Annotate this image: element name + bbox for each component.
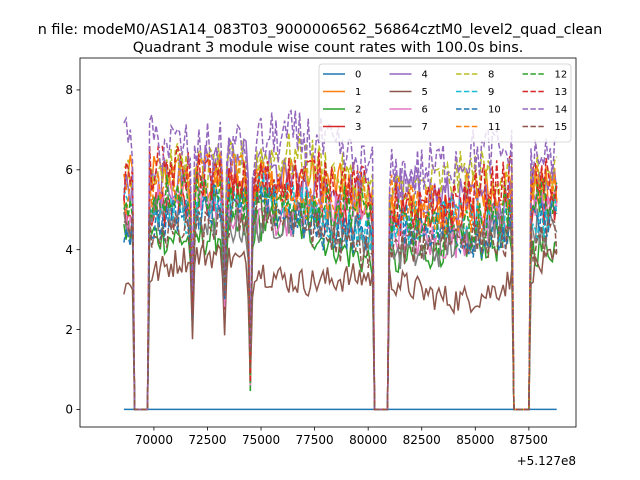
y-tick-label: 0 [65, 403, 73, 417]
chart-suptitle: n file: modeM0/AS1A14_083T03_9000006562_… [38, 22, 603, 38]
legend-label: 5 [422, 87, 428, 98]
x-tick-label: 80000 [349, 433, 387, 447]
x-tick-label: 72500 [188, 433, 226, 447]
series-line-12 [123, 171, 558, 411]
legend-label: 11 [488, 122, 501, 133]
x-tick-label: 82500 [403, 433, 441, 447]
legend-label: 14 [555, 105, 568, 116]
y-tick-label: 4 [65, 243, 73, 257]
legend-label: 1 [355, 87, 361, 98]
legend-label: 9 [488, 87, 494, 98]
legend-label: 0 [355, 70, 361, 81]
legend-label: 2 [355, 105, 361, 116]
x-tick-label: 77500 [296, 433, 334, 447]
series-line-5 [123, 242, 558, 411]
legend-label: 6 [422, 105, 428, 116]
x-tick-label: 87500 [510, 433, 548, 447]
chart-title: Quadrant 3 module wise count rates with … [133, 40, 524, 56]
plot-frame [79, 57, 577, 428]
series-line-10 [123, 182, 558, 411]
legend-label: 4 [422, 70, 428, 81]
y-tick-label: 6 [65, 163, 73, 177]
legend-label: 12 [555, 70, 568, 81]
legend-label: 8 [488, 70, 494, 81]
x-tick-label: 70000 [135, 433, 173, 447]
series-line-8 [123, 132, 558, 411]
y-tick-label: 8 [65, 83, 73, 97]
x-offset-label: +5.127e8 [517, 454, 576, 468]
series-line-1 [123, 154, 558, 411]
y-tick-label: 2 [65, 323, 73, 337]
series-line-13 [123, 145, 558, 411]
y-axis: 0 2 4 6 8 [65, 83, 80, 417]
legend-label: 13 [555, 87, 568, 98]
plot-lines [123, 109, 558, 411]
x-tick-label: 75000 [242, 433, 280, 447]
x-axis: 70000 72500 75000 77500 80000 82500 85000 87500 [135, 427, 548, 447]
legend-label: 3 [355, 122, 361, 133]
legend-label: 10 [488, 105, 501, 116]
legend-box [318, 63, 572, 143]
legend-label: 15 [555, 122, 568, 133]
x-tick-label: 85000 [456, 433, 494, 447]
legend-label: 7 [422, 122, 428, 133]
series-line-15 [123, 194, 558, 411]
